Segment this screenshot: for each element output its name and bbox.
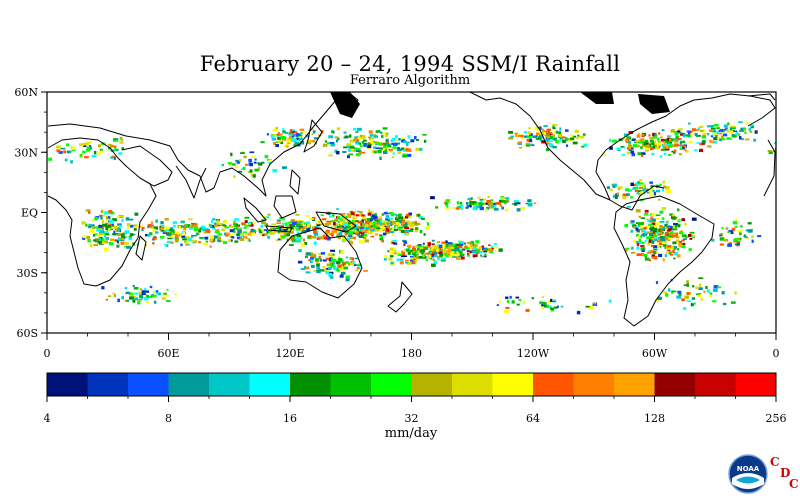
latitude-axis: 60N 30N EQ 30S 60S bbox=[14, 86, 47, 340]
lat-tick-label: 30S bbox=[16, 267, 38, 280]
noaa-logo: NOAA bbox=[728, 454, 768, 494]
philippines-coastline bbox=[289, 169, 301, 195]
colorbar-swatch bbox=[47, 373, 88, 396]
colorbar-swatch bbox=[128, 373, 169, 396]
lon-tick-label: 180 bbox=[401, 347, 422, 360]
colorbar-tick-label: 32 bbox=[405, 412, 419, 425]
cdc-mark: C D C bbox=[768, 455, 799, 495]
madagascar-coastline bbox=[135, 235, 147, 261]
arctic-ice-patch bbox=[638, 94, 670, 114]
colorbar-unit-label: mm/day bbox=[385, 426, 438, 441]
lat-tick-label: EQ bbox=[21, 207, 38, 220]
lon-tick-label: 60W bbox=[642, 347, 668, 360]
colorbar-tick-label: 256 bbox=[766, 412, 787, 425]
colorbar-tick-label: 16 bbox=[283, 412, 297, 425]
lon-tick-label: 0 bbox=[44, 347, 51, 360]
colorbar-swatch bbox=[87, 373, 129, 396]
australia-coastline bbox=[277, 227, 363, 299]
northamerica-coastline bbox=[469, 92, 776, 201]
japan-coastline bbox=[303, 119, 323, 153]
lon-tick-label: 0 bbox=[773, 347, 780, 360]
eurasia-coastline bbox=[47, 95, 345, 197]
cdc-letter-3: C bbox=[789, 477, 799, 491]
colorbar-tick-label: 8 bbox=[165, 412, 172, 425]
colorbar-swatch bbox=[209, 373, 250, 396]
colorbar-swatch bbox=[573, 373, 615, 396]
lat-tick-label: 60S bbox=[16, 327, 38, 340]
arctic-ice-patch bbox=[330, 92, 360, 118]
colorbar: 4 8 16 32 64 128 256 bbox=[44, 372, 787, 425]
europe-coastline bbox=[763, 139, 776, 197]
caribbean-coastline bbox=[609, 185, 665, 211]
arctic-ice-patch bbox=[580, 92, 614, 104]
colorbar-swatch bbox=[533, 373, 574, 396]
colorbar-swatch bbox=[654, 373, 696, 396]
map-subtitle: Ferraro Algorithm bbox=[349, 73, 471, 88]
newzealand-coastline bbox=[387, 281, 413, 313]
india-coastline bbox=[175, 165, 207, 199]
cdc-letter-1: C bbox=[770, 455, 780, 469]
map-title: February 20 – 24, 1994 SSM/I Rainfall bbox=[199, 52, 621, 76]
colorbar-swatch bbox=[168, 373, 210, 396]
colorbar-tick-label: 64 bbox=[526, 412, 540, 425]
colorbar-swatch bbox=[330, 373, 372, 396]
lat-tick-label: 30N bbox=[14, 146, 38, 159]
colorbar-tick-label: 4 bbox=[44, 412, 51, 425]
lon-tick-label: 120W bbox=[517, 347, 550, 360]
noaa-logo-text: NOAA bbox=[737, 465, 760, 473]
lon-tick-label: 120E bbox=[275, 347, 304, 360]
greenland-coastline bbox=[747, 93, 776, 101]
southamerica-coastline bbox=[613, 195, 715, 327]
colorbar-swatch bbox=[249, 373, 291, 396]
coastlines bbox=[47, 92, 776, 327]
colorbar-swatch bbox=[371, 373, 412, 396]
africa-coastline bbox=[47, 137, 157, 287]
sumatra-coastline bbox=[243, 197, 267, 223]
colorbar-swatch bbox=[492, 373, 534, 396]
lat-tick-label: 60N bbox=[14, 86, 38, 99]
java-coastline bbox=[265, 225, 293, 233]
arabia-coastline bbox=[121, 145, 173, 187]
rainfall-pixels bbox=[48, 121, 776, 315]
colorbar-swatch bbox=[614, 373, 655, 396]
longitude-axis: 0 60E 120E 180 120W 60W 0 bbox=[44, 333, 780, 360]
borneo-coastline bbox=[273, 195, 297, 219]
colorbar-swatch bbox=[735, 373, 777, 396]
lon-tick-label: 60E bbox=[157, 347, 179, 360]
colorbar-swatch bbox=[695, 373, 736, 396]
colorbar-swatch bbox=[290, 373, 331, 396]
colorbar-swatch bbox=[411, 373, 453, 396]
colorbar-swatch bbox=[452, 373, 493, 396]
colorbar-tick-label: 128 bbox=[644, 412, 665, 425]
newguinea-coastline bbox=[315, 211, 357, 233]
cdc-letter-2: D bbox=[780, 466, 791, 480]
